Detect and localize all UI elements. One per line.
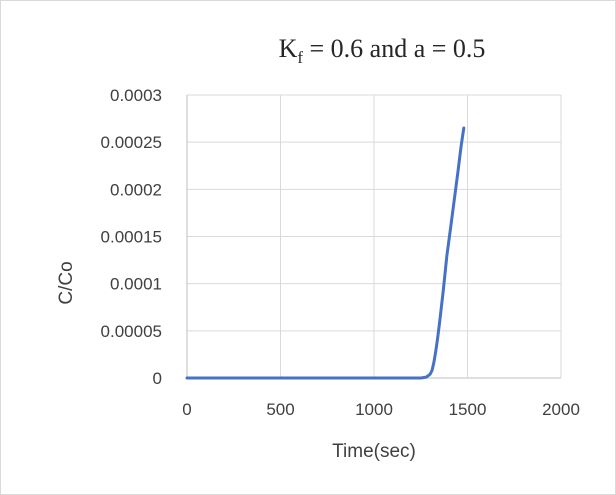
y-tick-label: 0.00005 <box>101 322 162 341</box>
chart-title-main: K <box>279 34 298 63</box>
y-tick-label: 0.0002 <box>110 180 162 199</box>
plot-area <box>185 126 466 380</box>
series-line <box>185 126 466 380</box>
gridlines <box>186 94 562 379</box>
chart-title-rest: = 0.6 and a = 0.5 <box>303 34 485 63</box>
x-tick-label: 1000 <box>355 400 393 419</box>
x-tick-label: 0 <box>182 400 191 419</box>
chart-title: Kf = 0.6 and a = 0.5 <box>279 34 486 67</box>
x-tick-label: 500 <box>266 400 294 419</box>
x-tick-labels: 0 500 1000 1500 2000 <box>182 400 580 419</box>
x-axis-label: Time(sec) <box>332 441 416 462</box>
y-tick-label: 0.00015 <box>101 228 162 247</box>
y-tick-label: 0.0001 <box>110 275 162 294</box>
y-tick-label: 0.0003 <box>110 86 162 105</box>
x-tick-label: 2000 <box>542 400 580 419</box>
y-tick-labels: 0 0.00005 0.0001 0.00015 0.0002 0.00025 0.0003 <box>101 86 162 388</box>
x-tick-label: 1500 <box>449 400 487 419</box>
y-tick-label: 0 <box>153 369 162 388</box>
y-axis-label: C/Co <box>56 261 77 304</box>
y-tick-label: 0.00025 <box>101 133 162 152</box>
chart-title-subscript: f <box>297 48 303 67</box>
